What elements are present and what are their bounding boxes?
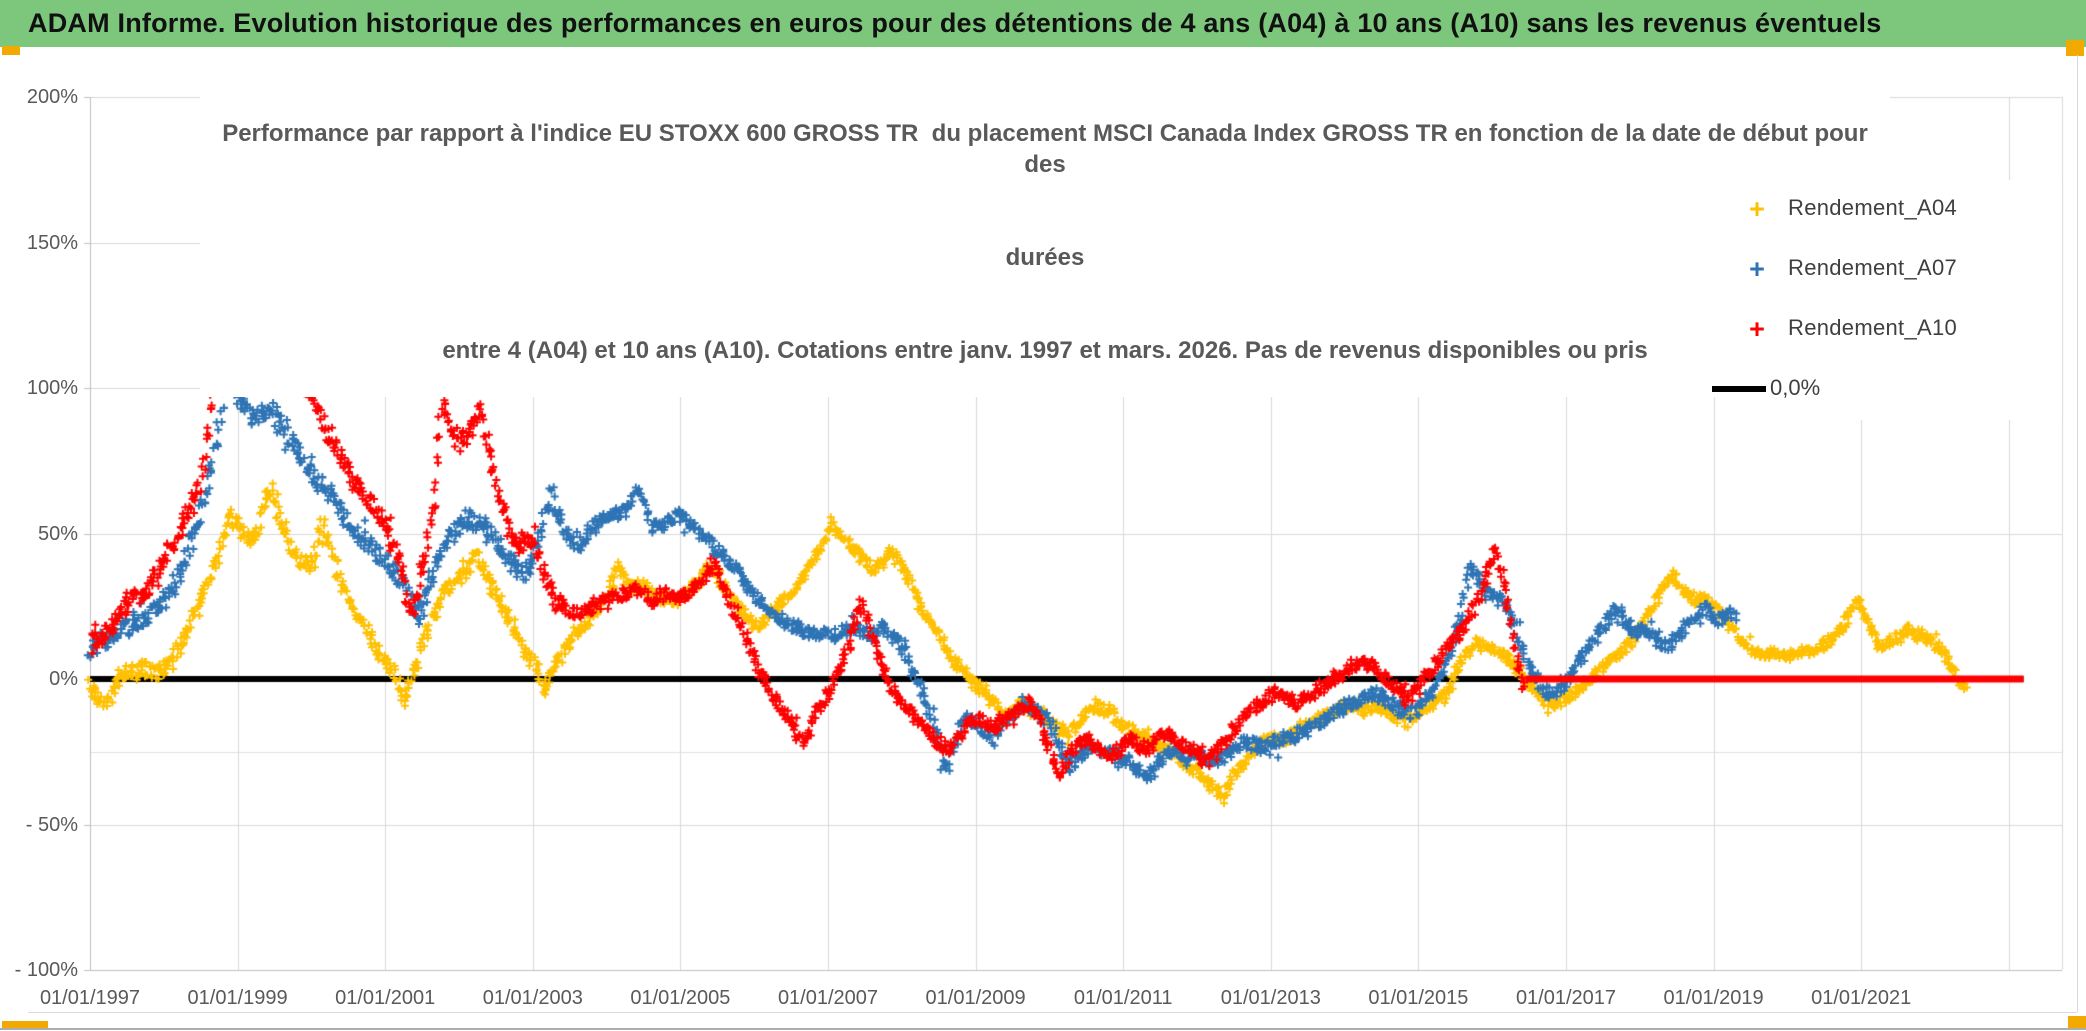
y-tick-label: 100% xyxy=(26,377,78,399)
x-tick-label: 01/01/2001 xyxy=(335,987,436,1009)
legend-label: Rendement_A10 xyxy=(1788,315,1958,340)
y-tick-label: - 100% xyxy=(14,959,78,981)
x-tick-label: 01/01/2011 xyxy=(1073,987,1173,1009)
legend-label: Rendement_A04 xyxy=(1788,195,1958,220)
x-tick-label: 01/01/2009 xyxy=(925,987,1026,1009)
y-tick-label: 50% xyxy=(37,522,78,545)
chart-title: Performance par rapport à l'indice EU ST… xyxy=(200,56,1890,397)
x-tick-label: 01/01/1997 xyxy=(39,987,141,1009)
x-tick-label: 01/01/2007 xyxy=(777,987,879,1009)
plus-marker-icon: + xyxy=(1749,254,1765,284)
legend-item-rendement-a07[interactable]: + Rendement_A07 xyxy=(1732,240,2062,300)
x-tick-label: 01/01/2015 xyxy=(1368,987,1469,1009)
x-tick-label: 01/01/1999 xyxy=(187,987,288,1009)
chart-frame-border xyxy=(2077,55,2078,1012)
chart-title-line-1: Performance par rapport à l'indice EU ST… xyxy=(222,120,1875,178)
chart-frame-border xyxy=(28,1012,2077,1013)
x-tick-label: 01/01/2003 xyxy=(482,987,583,1009)
plus-marker-icon: + xyxy=(1749,194,1765,224)
chart-title-line-2: durées xyxy=(1005,244,1085,271)
legend-item-rendement-a10[interactable]: + Rendement_A10 xyxy=(1732,300,2062,360)
legend-label: Rendement_A07 xyxy=(1788,255,1958,280)
legend-item-rendement-a04[interactable]: + Rendement_A04 xyxy=(1732,180,2062,240)
legend-item-zero-line[interactable]: 0,0% xyxy=(1712,360,2062,420)
sheet-bottom-rule xyxy=(0,1028,2086,1030)
x-tick-label: 01/01/2017 xyxy=(1515,987,1617,1009)
chart-title-line-3: entre 4 (A04) et 10 ans (A10). Cotations… xyxy=(442,337,1648,364)
x-tick-label: 01/01/2005 xyxy=(630,987,731,1009)
legend-label: 0,0% xyxy=(1770,375,1821,400)
black-line-swatch-icon xyxy=(1712,386,1766,392)
y-tick-label: 200% xyxy=(26,86,78,108)
chart-legend: + Rendement_A04 + Rendement_A07 + Rendem… xyxy=(1712,180,2062,420)
x-tick-label: 01/01/2021 xyxy=(1811,987,1912,1009)
y-tick-label: - 50% xyxy=(25,813,78,836)
x-tick-label: 01/01/2019 xyxy=(1663,987,1764,1009)
y-tick-label: 150% xyxy=(26,231,78,254)
y-tick-label: 0% xyxy=(49,668,78,690)
plus-marker-icon: + xyxy=(1749,314,1765,344)
x-tick-label: 01/01/2013 xyxy=(1220,987,1321,1009)
